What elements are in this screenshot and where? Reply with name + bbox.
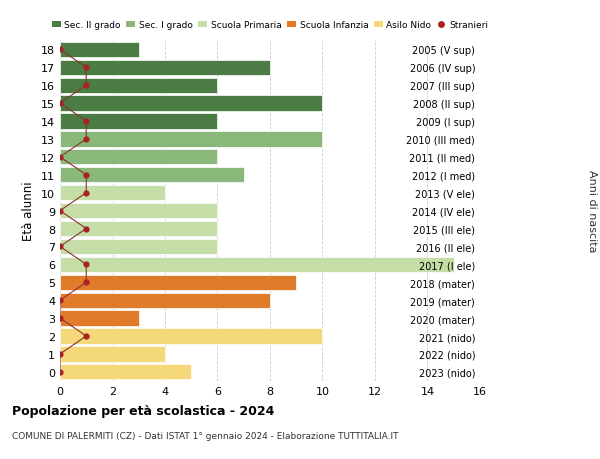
Bar xyxy=(60,132,323,147)
Bar xyxy=(60,61,270,76)
Bar xyxy=(60,203,217,219)
Bar xyxy=(60,347,165,362)
Bar xyxy=(60,257,454,272)
Legend: Sec. II grado, Sec. I grado, Scuola Primaria, Scuola Infanzia, Asilo Nido, Stran: Sec. II grado, Sec. I grado, Scuola Prim… xyxy=(52,21,488,30)
Bar xyxy=(60,239,217,254)
Text: Anni di nascita: Anni di nascita xyxy=(587,170,597,252)
Bar xyxy=(60,185,165,201)
Text: COMUNE DI PALERMITI (CZ) - Dati ISTAT 1° gennaio 2024 - Elaborazione TUTTITALIA.: COMUNE DI PALERMITI (CZ) - Dati ISTAT 1°… xyxy=(12,431,398,441)
Bar xyxy=(60,43,139,58)
Bar xyxy=(60,150,217,165)
Bar xyxy=(60,221,217,237)
Text: Popolazione per età scolastica - 2024: Popolazione per età scolastica - 2024 xyxy=(12,404,274,417)
Bar xyxy=(60,96,323,112)
Bar xyxy=(60,114,217,129)
Bar xyxy=(60,293,270,308)
Bar xyxy=(60,329,323,344)
Bar xyxy=(60,78,217,94)
Y-axis label: Età alunni: Età alunni xyxy=(22,181,35,241)
Bar xyxy=(60,168,244,183)
Bar xyxy=(60,311,139,326)
Bar xyxy=(60,275,296,290)
Bar xyxy=(60,364,191,380)
